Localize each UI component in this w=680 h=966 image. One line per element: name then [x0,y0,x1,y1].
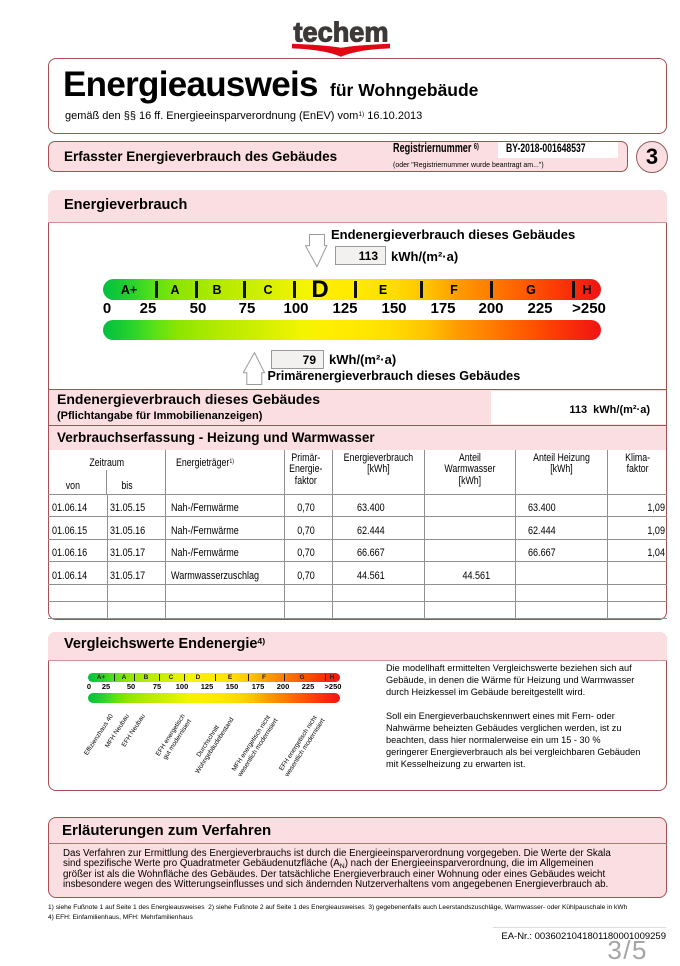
svg-text:techem: techem [294,17,389,48]
